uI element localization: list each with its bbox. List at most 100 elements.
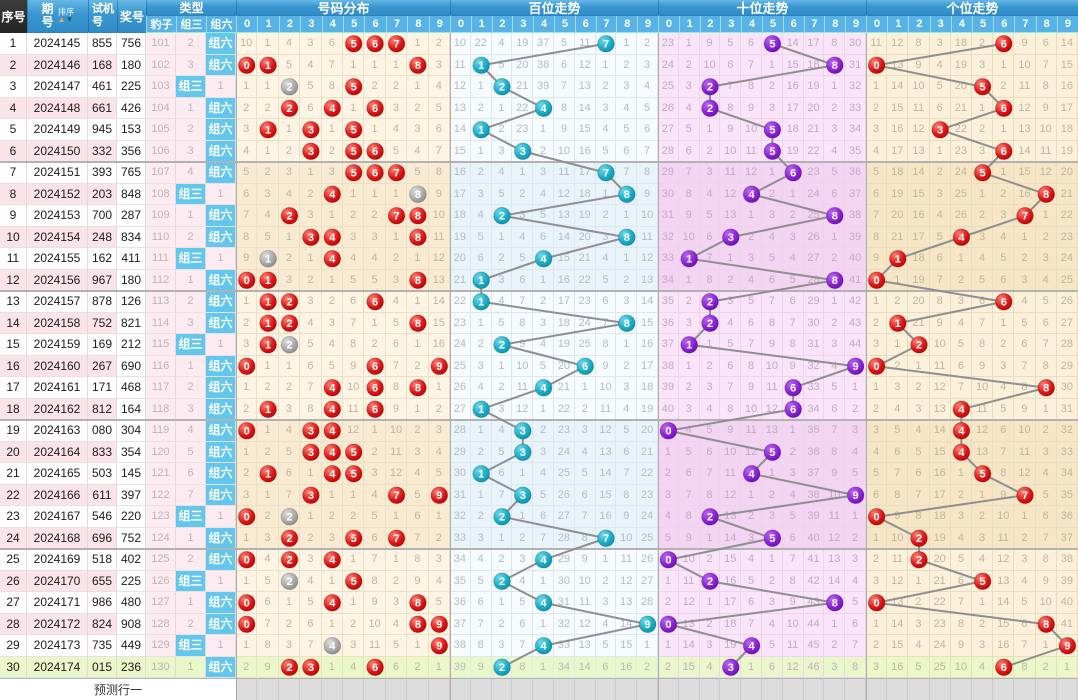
digit-column-header: 8 <box>1035 16 1057 33</box>
miss-count-cell: 2 <box>470 97 492 119</box>
miss-count-cell: 18 <box>1056 119 1078 141</box>
prize-cell: 426 <box>117 97 146 119</box>
miss-count-cell: 4 <box>950 527 972 549</box>
prediction-empty-cell <box>993 678 1015 700</box>
zu3-cell: 1 <box>176 527 206 549</box>
digit-column-header: 4 <box>533 16 554 33</box>
miss-count-cell: 1 <box>741 484 762 506</box>
ball-cell <box>972 463 994 485</box>
zu3-cell: 2 <box>176 613 206 635</box>
zu3-cell: 2 <box>176 377 206 399</box>
miss-count-cell: 42 <box>803 570 825 592</box>
miss-count-cell: 7 <box>407 527 429 549</box>
digit-column-header: 3 <box>929 16 951 33</box>
miss-count-cell: 28 <box>803 269 825 291</box>
miss-count-cell: 2 <box>364 76 386 98</box>
miss-count-cell: 7 <box>866 205 888 227</box>
miss-count-cell: 1 <box>720 248 742 270</box>
ball-cell <box>257 291 279 313</box>
ball-cell <box>929 119 951 141</box>
miss-count-cell: 9 <box>407 570 429 592</box>
miss-count-cell: 2 <box>236 398 258 420</box>
ball-cell <box>741 463 762 485</box>
ball-cell <box>824 205 846 227</box>
miss-count-cell: 19 <box>950 54 972 76</box>
ball-cell <box>407 205 429 227</box>
miss-count-cell: 6 <box>637 119 658 141</box>
miss-count-cell: 1 <box>866 291 888 313</box>
miss-count-cell: 6 <box>428 119 450 141</box>
miss-count-cell: 5 <box>257 226 279 248</box>
digit-column-header: 5 <box>762 16 783 33</box>
miss-count-cell: 3 <box>720 291 742 313</box>
miss-count-cell: 24 <box>1056 248 1078 270</box>
miss-count-cell: 2 <box>699 355 721 377</box>
miss-count-cell: 1 <box>470 420 492 442</box>
miss-count-cell: 6 <box>782 291 804 313</box>
period-cell: 2024169 <box>27 549 88 571</box>
miss-count-cell: 2 <box>658 463 679 485</box>
sort-asc-icon[interactable]: ▲ <box>57 15 66 24</box>
baozi-cell: 109 <box>146 205 176 227</box>
ball-cell <box>762 140 783 162</box>
miss-count-cell: 18 <box>929 506 951 528</box>
ball-cell <box>993 33 1015 55</box>
miss-count-cell: 4 <box>993 377 1015 399</box>
miss-count-cell: 22 <box>450 291 471 313</box>
miss-count-cell: 3 <box>321 312 343 334</box>
miss-count-cell: 3 <box>762 205 783 227</box>
miss-count-cell: 6 <box>554 54 575 76</box>
test-cell: 332 <box>88 140 117 162</box>
prize-cell: 480 <box>117 592 146 614</box>
miss-count-cell: 34 <box>658 269 679 291</box>
miss-count-cell: 2 <box>428 398 450 420</box>
miss-count-cell: 5 <box>385 635 408 657</box>
miss-count-cell: 1 <box>699 527 721 549</box>
miss-count-cell: 4 <box>720 312 742 334</box>
miss-count-cell: 4 <box>1014 570 1036 592</box>
prize-cell: 468 <box>117 377 146 399</box>
miss-count-cell: 3 <box>428 54 450 76</box>
baozi-cell: 125 <box>146 549 176 571</box>
prize-cell: 145 <box>117 463 146 485</box>
miss-count-cell: 15 <box>993 613 1015 635</box>
miss-count-cell: 23 <box>658 33 679 55</box>
miss-count-cell: 10 <box>972 377 994 399</box>
ball-cell <box>364 377 386 399</box>
miss-count-cell: 2 <box>993 334 1015 356</box>
miss-count-cell: 6 <box>533 226 554 248</box>
miss-count-cell: 11 <box>428 226 450 248</box>
miss-count-cell: 1 <box>637 635 658 657</box>
baozi-cell: 127 <box>146 592 176 614</box>
miss-count-cell: 5 <box>720 33 742 55</box>
miss-count-cell: 6 <box>1014 613 1036 635</box>
miss-count-cell: 1 <box>762 162 783 184</box>
miss-count-cell: 3 <box>782 226 804 248</box>
miss-count-cell: 14 <box>908 162 930 184</box>
prediction-empty-cell <box>678 678 700 700</box>
miss-count-cell: 19 <box>450 226 471 248</box>
miss-count-cell: 5 <box>257 570 279 592</box>
miss-count-cell: 1 <box>762 54 783 76</box>
ball-cell <box>300 140 322 162</box>
miss-count-cell: 3 <box>257 527 279 549</box>
miss-count-cell: 3 <box>866 420 888 442</box>
miss-count-cell: 1 <box>762 549 783 571</box>
miss-count-cell: 15 <box>637 312 658 334</box>
sort-desc-icon[interactable]: ▼ <box>65 15 74 24</box>
miss-count-cell: 1 <box>533 398 554 420</box>
miss-count-cell: 5 <box>616 420 638 442</box>
prize-cell: 180 <box>117 269 146 291</box>
miss-count-cell: 1 <box>407 33 429 55</box>
seq-cell: 14 <box>0 312 27 334</box>
miss-count-cell: 1 <box>385 549 408 571</box>
ball-cell <box>866 506 888 528</box>
miss-count-cell: 4 <box>364 484 386 506</box>
ball-cell <box>533 635 554 657</box>
miss-count-cell: 12 <box>1035 162 1057 184</box>
miss-count-cell: 2 <box>321 291 343 313</box>
miss-count-cell: 10 <box>741 398 762 420</box>
miss-count-cell: 8 <box>616 484 638 506</box>
miss-count-cell: 12 <box>720 183 742 205</box>
miss-count-cell: 8 <box>470 635 492 657</box>
